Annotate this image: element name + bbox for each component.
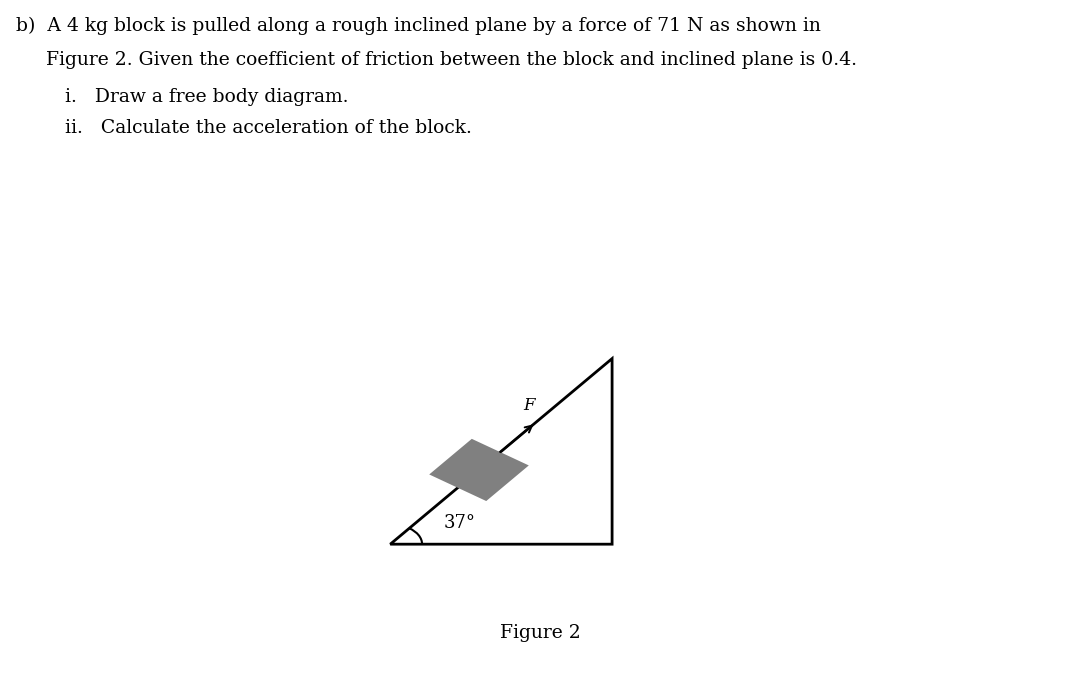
- Text: 37°: 37°: [444, 514, 476, 532]
- Polygon shape: [429, 439, 529, 501]
- Text: Figure 2. Given the coefficient of friction between the block and inclined plane: Figure 2. Given the coefficient of frict…: [16, 51, 858, 69]
- Text: b)  A 4 kg block is pulled along a rough inclined plane by a force of 71 N as sh: b) A 4 kg block is pulled along a rough …: [16, 17, 821, 35]
- Text: F: F: [524, 397, 535, 414]
- Text: i.   Draw a free body diagram.: i. Draw a free body diagram.: [65, 88, 348, 107]
- Text: ii.   Calculate the acceleration of the block.: ii. Calculate the acceleration of the bl…: [65, 119, 472, 137]
- Text: Figure 2: Figure 2: [500, 623, 580, 642]
